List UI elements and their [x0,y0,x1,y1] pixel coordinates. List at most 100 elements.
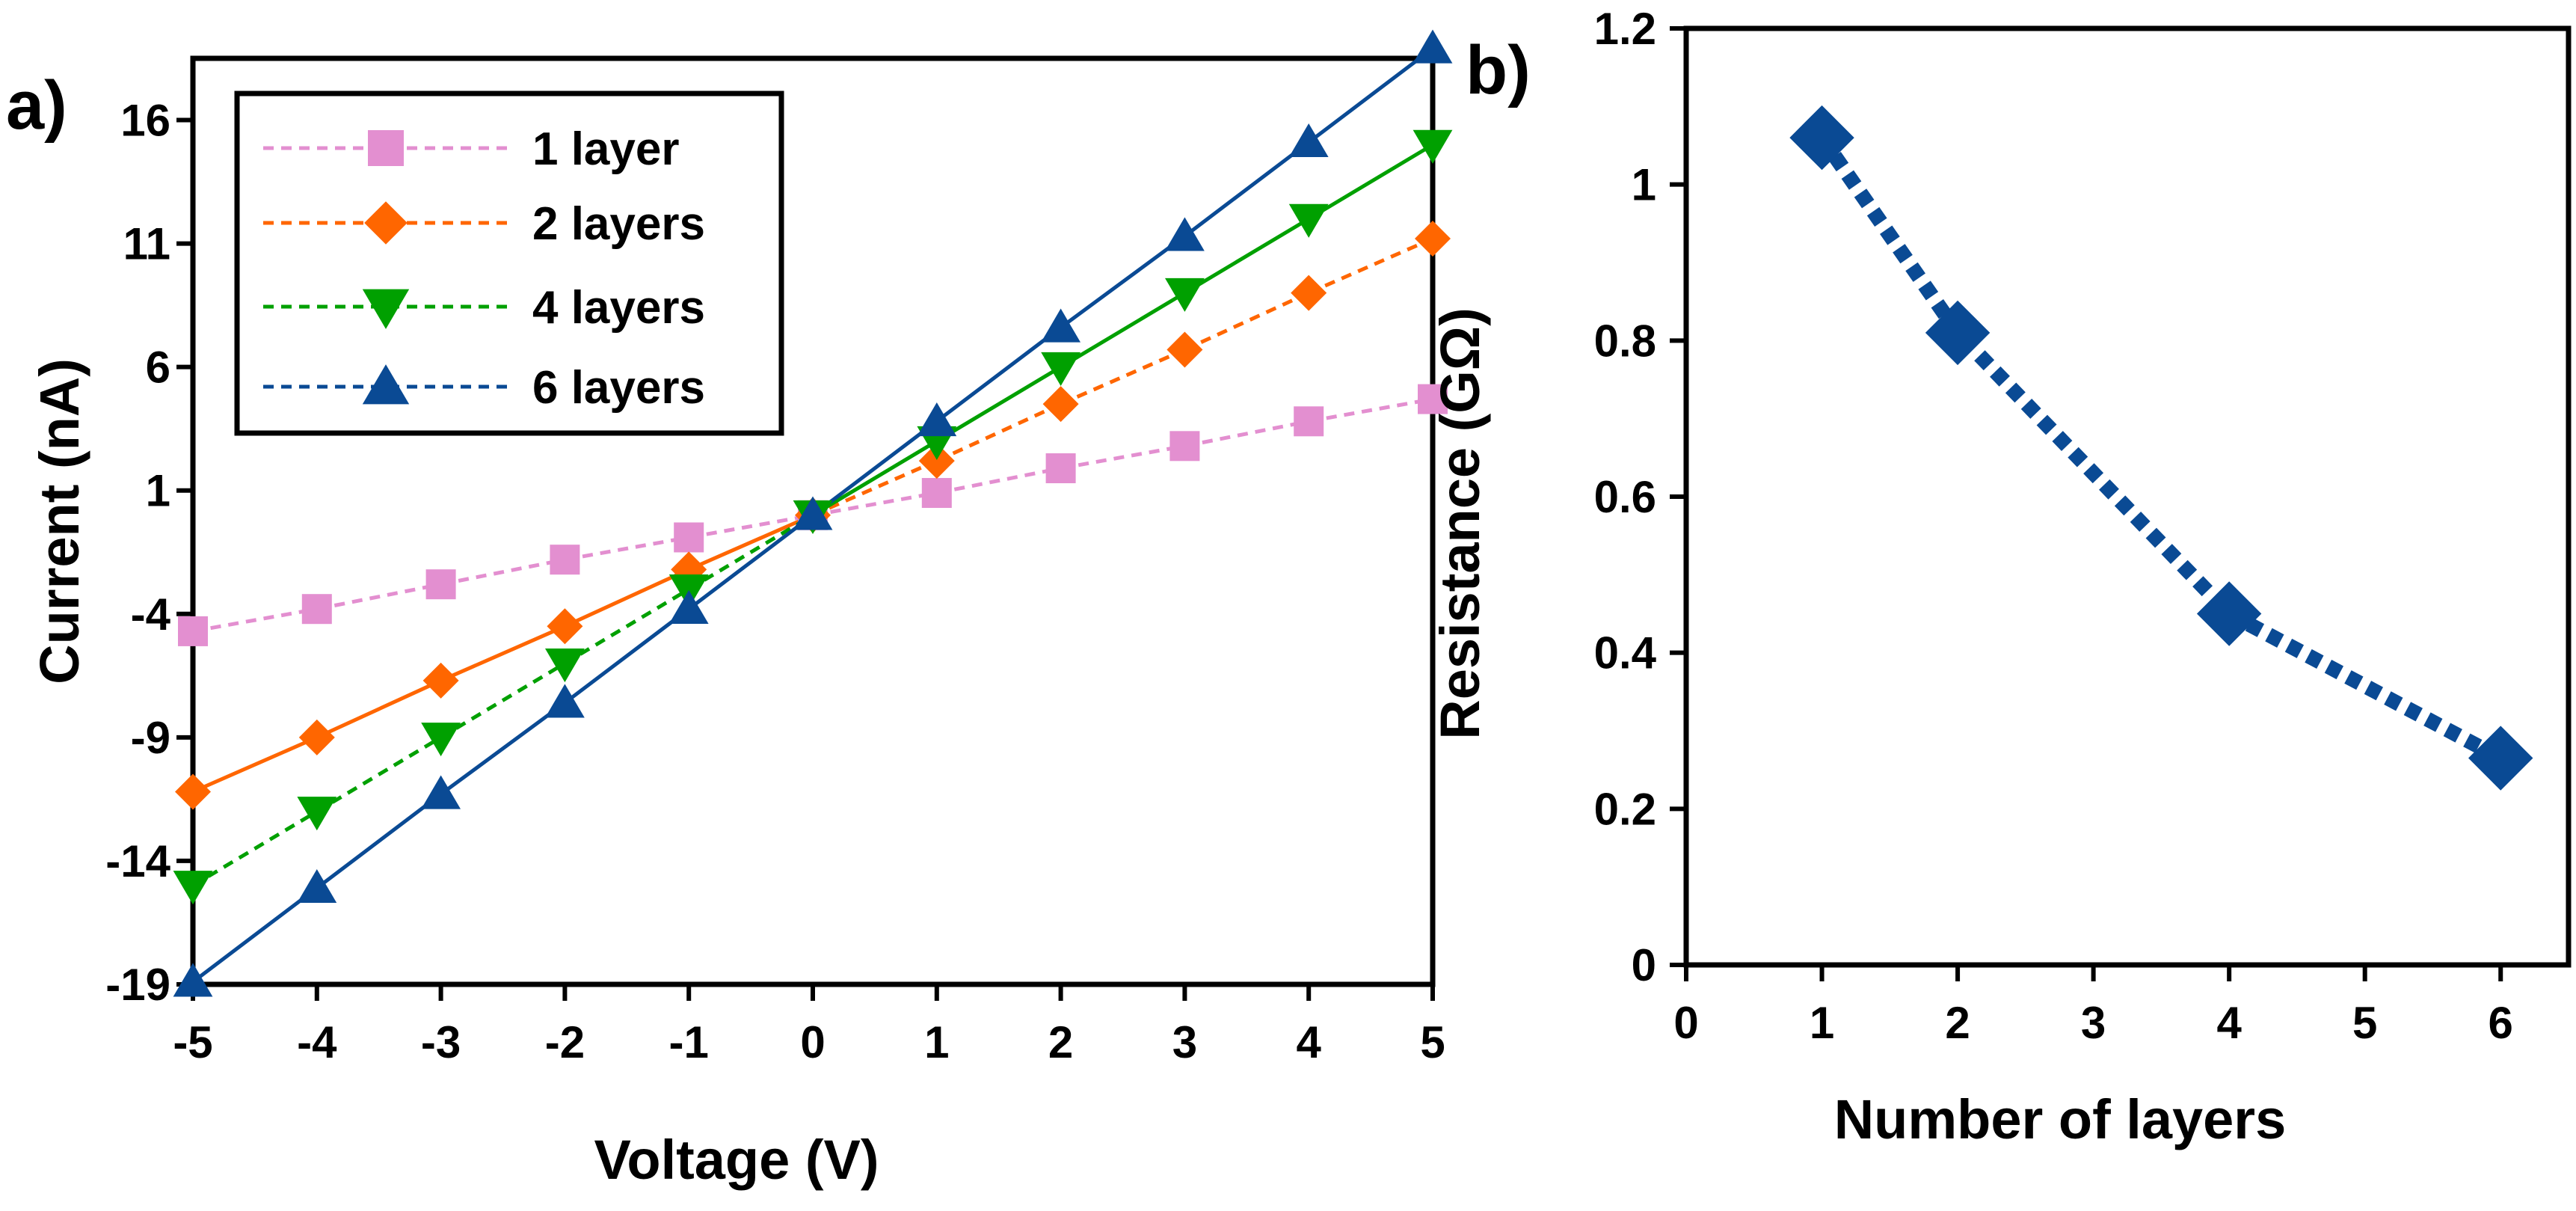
resistance-data-point [2468,726,2533,791]
x-tick-label: -2 [545,1017,585,1067]
y-tick-label: -9 [131,713,170,763]
data-point [1288,203,1329,238]
panel-b-resistance: 0 0.2 0.4 0.6 0.8 1 1.2 0 1 2 3 4 5 6 b) Resistance … [1429,4,2572,1150]
data-point [917,402,957,437]
series-line-segment [935,402,1062,463]
x-tick-label: -4 [297,1017,337,1067]
legend-marker [362,289,410,329]
data-point [1294,406,1324,437]
y-tick-label: 11 [123,219,170,269]
data-point [793,496,833,530]
data-point [421,723,461,757]
legend-marker [362,364,410,405]
data-point [1415,220,1451,257]
data-point [1418,384,1448,414]
series-line-segment [191,886,319,984]
data-point [425,569,456,600]
panel-a-legend: 1 layer 2 layers 4 layers 6 layers [234,91,784,436]
data-point [297,868,337,904]
y-tick-label: 0 [1632,940,1656,990]
series-line-segment [316,735,442,814]
data-point [1041,308,1080,343]
panel-a-x-axis-label: Voltage (V) [594,1129,879,1191]
data-point [1166,331,1203,368]
series-line-segment [1060,444,1185,470]
series-line-segment [688,513,814,539]
data-point [668,589,709,624]
series-line-segment [812,491,938,518]
data-point [173,871,213,905]
series-line-segment [687,513,814,611]
series-line-segment [316,582,442,611]
x-tick-label: 5 [1420,1017,1445,1067]
x-tick-label: 1 [924,1017,949,1067]
y-tick-label: 0.8 [1594,316,1656,366]
data-point [297,797,337,831]
data-point [545,649,585,683]
x-tick-label: 4 [2216,998,2242,1048]
resistance-data-point [1789,105,1854,171]
panel-a-y-axis-label: Current (nA) [28,358,90,684]
y-tick-label: 0.4 [1594,628,1657,678]
data-point [421,775,461,809]
data-point [1045,453,1076,484]
data-point [921,478,952,509]
data-point [173,963,213,997]
x-tick-label: 3 [2081,998,2106,1048]
series-line-segment [935,365,1062,443]
series-line-segment [1184,217,1310,295]
y-tick-label: 1 [146,466,170,516]
series-line-segment [440,701,566,796]
series-line-segment [1060,348,1186,406]
data-point [178,616,208,646]
series-line-segment [1184,419,1309,448]
x-tick-label: 3 [1172,1017,1197,1067]
series-line-segment [1060,291,1186,369]
data-point [1413,29,1453,64]
series-line-segment [440,557,565,586]
panel-a-label: a) [6,67,67,144]
series-line-segment [1183,141,1310,238]
legend-label: 2 layers [532,198,705,250]
series-line-segment [440,625,566,683]
x-tick-label: -3 [421,1017,461,1067]
x-tick-label: 2 [1945,998,1970,1048]
series-line-segment [564,535,689,562]
series-line-segment [811,439,938,517]
legend-label: 4 layers [532,282,705,334]
y-tick-label: -14 [105,836,170,886]
data-point [918,443,955,479]
legend-marker [368,130,404,166]
y-tick-label: -19 [105,960,170,1010]
data-point [1165,278,1205,312]
x-tick-label: 0 [1673,998,1698,1048]
series-line-segment [564,568,690,628]
data-point [550,545,580,575]
series-line-segment [687,513,814,591]
series-line-segment [316,678,442,740]
series-line-segment [1184,291,1310,352]
series-line-segment [811,459,938,518]
data-point [1042,386,1079,423]
panel-b-x-axis-label: Number of layers [1834,1088,2287,1150]
x-tick-label: 6 [2489,998,2513,1048]
series-line-segment [688,513,814,571]
data-point [301,594,332,625]
resistance-data-point [1925,300,1991,366]
data-point [1041,352,1080,386]
x-tick-label: 5 [2352,998,2377,1048]
y-tick-label: -4 [131,589,171,640]
x-tick-label: 2 [1048,1017,1073,1067]
series-line-segment [1308,236,1434,295]
legend-marker [364,201,408,245]
x-tick-label: -1 [669,1017,709,1067]
panel-b-y-axis-label: Resistance (GΩ) [1429,307,1491,740]
series-line-segment [440,661,566,740]
data-point [1291,275,1327,311]
legend-frame [234,91,784,436]
data-point [674,522,704,553]
series-line-segment [316,792,443,890]
resistance-data-point [2196,581,2262,646]
